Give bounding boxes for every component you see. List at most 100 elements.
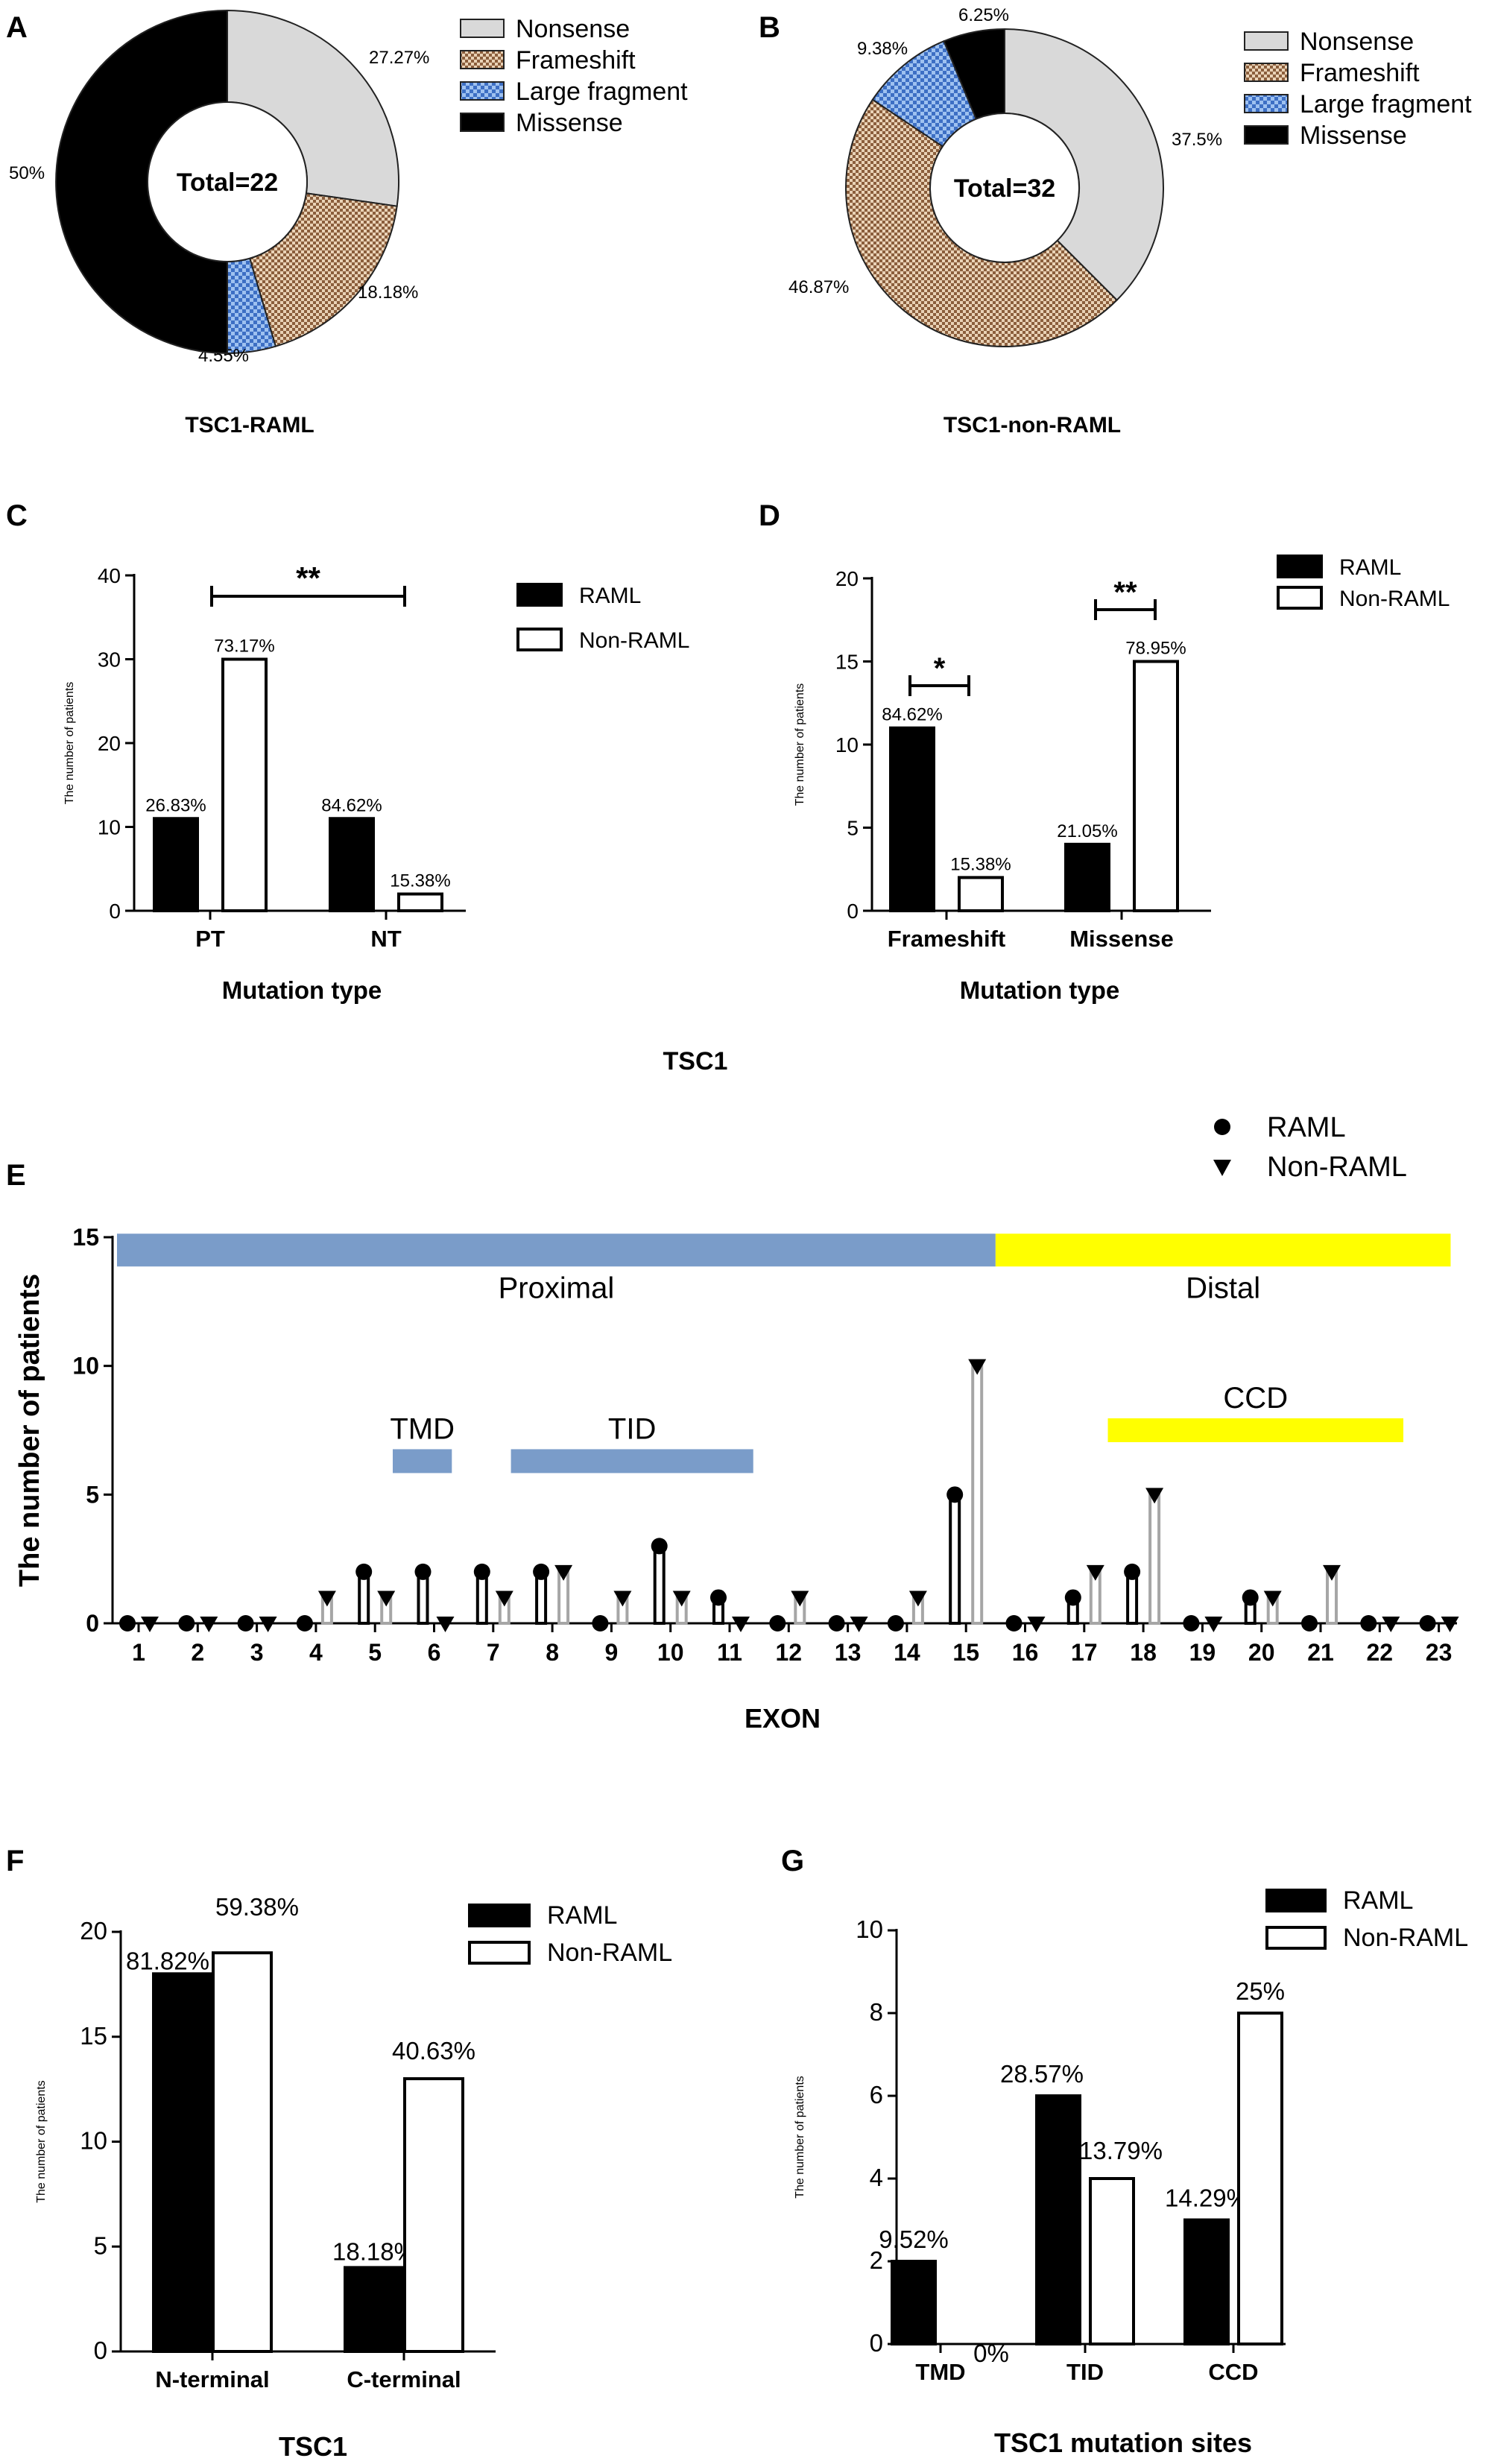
chart-c-legend-label: Non-RAML: [579, 628, 689, 653]
chart-d-data-label: 21.05%: [1057, 821, 1117, 841]
chart-e-y-tick-label: 10: [72, 1353, 99, 1380]
legend-label: Missense: [1300, 121, 1407, 150]
pie-a-value-label: 27.27%: [369, 48, 429, 68]
chart-e-x-tick-label: 5: [368, 1639, 382, 1666]
chart-g-x-tick-label: TMD: [915, 2359, 965, 2385]
chart-c-y-tick-label: 0: [109, 900, 121, 923]
legend-label: Large fragment: [516, 78, 688, 106]
chart-g-x-tick-label: TID: [1066, 2359, 1104, 2385]
chart-c-bar-raml: [153, 817, 199, 912]
pie-b-value-label: 9.38%: [857, 39, 908, 59]
chart-e-x-tick-label: 9: [605, 1639, 619, 1666]
chart-f-x-tick-label: C-terminal: [347, 2366, 461, 2392]
chart-d-y-tick-label: 5: [847, 817, 859, 840]
chart-e-x-tick-label: 13: [835, 1639, 862, 1666]
chart-c-legend-label: RAML: [579, 584, 641, 608]
chart-g-legend-label: Non-RAML: [1343, 1924, 1468, 1952]
chart-d-y-tick-label: 20: [835, 567, 859, 590]
chart-d-y-tick-label: 10: [835, 733, 859, 756]
chart-d-legend-label: Non-RAML: [1339, 587, 1450, 611]
lollipop-head-raml: [651, 1538, 668, 1555]
lollipop-head-non-raml: [1145, 1488, 1164, 1504]
pie-a-legend: Nonsense Frameshift Large fragment Missense: [460, 15, 688, 137]
lollipop-head-non-raml: [141, 1617, 159, 1632]
chart-c-data-label: 84.62%: [321, 795, 382, 815]
region-label-ccd: CCD: [1223, 1382, 1288, 1415]
panel-label-c: C: [6, 499, 28, 532]
chart-e-x-tick-label: 21: [1307, 1639, 1334, 1666]
legend-swatch: [460, 113, 505, 132]
lollipop-head-raml: [473, 1563, 490, 1580]
lollipop-head-raml: [119, 1615, 136, 1631]
chart-g-y-label: The number of patients: [794, 2076, 806, 2199]
chart-c-data-label: 15.38%: [390, 871, 450, 891]
lollipop-head-non-raml: [613, 1590, 632, 1607]
chart-e-x-tick-label: 14: [894, 1639, 920, 1666]
lollipop-head-raml: [946, 1486, 964, 1503]
chart-f-y-label: The number of patients: [35, 2080, 48, 2203]
chart-f-data-label: 81.82%: [126, 1947, 209, 1974]
chart-g-bar-raml: [891, 2260, 937, 2345]
legend-label: Nonsense: [516, 15, 630, 43]
chart-g-x-tick-label: CCD: [1208, 2359, 1258, 2385]
chart-d-legend-label: RAML: [1339, 555, 1401, 580]
pie-b-value-label: 46.87%: [788, 277, 849, 297]
chart-d-legend-swatch: [1277, 555, 1323, 578]
chart-g-y-tick-label: 6: [870, 2081, 883, 2108]
legend-swatch: [460, 81, 505, 101]
pie-a-title: TSC1-RAML: [185, 413, 314, 437]
panel-label-d: D: [759, 499, 780, 532]
chart-c-sig-stars: **: [296, 560, 320, 596]
chart-g-data-label: 9.52%: [879, 2226, 949, 2253]
lollipop-head-raml: [1124, 1563, 1141, 1580]
region-label-tid: TID: [608, 1412, 656, 1445]
legend-swatch: [1244, 31, 1289, 51]
chart-g-data-label: 28.57%: [1000, 2060, 1084, 2088]
lollipop-head-raml: [592, 1615, 609, 1631]
chart-e-x-tick-label: 8: [546, 1639, 559, 1666]
region-label-distal: Distal: [1186, 1272, 1260, 1304]
chart-f-data-label: 40.63%: [392, 2037, 475, 2065]
pie-b-center-label: Total=32: [954, 174, 1055, 203]
chart-d-y-tick-label: 15: [835, 651, 859, 674]
chart-c-y-tick-label: 40: [98, 564, 121, 587]
chart-e-y-label: The number of patients: [14, 1274, 45, 1587]
chart-e-x-tick-label: 20: [1248, 1639, 1275, 1666]
lollipop-head-raml: [1419, 1615, 1436, 1631]
bar-chart-c: 0 10 20 30 40 The number of patients PT 26.83% 7…: [63, 560, 689, 1004]
legend-label: Nonsense: [1300, 28, 1414, 56]
chart-g-y-tick-label: 0: [870, 2329, 883, 2357]
figure-title: TSC1: [663, 1047, 728, 1075]
chart-d-bar-raml: [1064, 842, 1110, 913]
legend-label: Large fragment: [1300, 90, 1472, 119]
chart-d-data-label: 78.95%: [1125, 639, 1186, 659]
legend-swatch: [1244, 125, 1289, 145]
lollipop-head-non-raml: [259, 1617, 277, 1632]
chart-f-y-tick-label: 10: [80, 2127, 107, 2155]
lollipop-head-non-raml: [1323, 1564, 1341, 1581]
chart-e-x-tick-label: 4: [309, 1639, 323, 1666]
chart-g-bar-raml: [1035, 2094, 1081, 2345]
lollipop-head-non-raml: [554, 1564, 573, 1581]
region-bar-tmd: [392, 1449, 452, 1473]
pie-b-value-label: 6.25%: [958, 5, 1009, 25]
legend-label: Missense: [516, 109, 623, 137]
region-bar-tid: [511, 1449, 753, 1473]
chart-g-y-tick-label: 2: [870, 2246, 883, 2274]
chart-e-y-tick-label: 15: [72, 1224, 99, 1251]
bar-chart-d: 0 5 10 15 20 The number of patients Frameshift…: [794, 555, 1450, 1004]
lollipop-head-non-raml: [317, 1590, 336, 1607]
chart-c-legend-swatch: [516, 583, 563, 607]
pie-a-center-label: Total=22: [177, 168, 278, 197]
region-bar-distal: [995, 1233, 1451, 1267]
lollipop-head-non-raml: [1027, 1617, 1046, 1632]
chart-f-y-tick-label: 0: [94, 2337, 107, 2364]
panel-label-a: A: [6, 11, 28, 44]
chart-d-y-label: The number of patients: [794, 683, 806, 806]
chart-e-x-tick-label: 18: [1130, 1639, 1157, 1666]
pie-a-value-label: 50%: [9, 163, 45, 183]
legend-swatch: [1244, 94, 1289, 113]
chart-e-legend-label: RAML: [1267, 1112, 1346, 1143]
chart-g-bar-non-raml: [1089, 2177, 1135, 2345]
